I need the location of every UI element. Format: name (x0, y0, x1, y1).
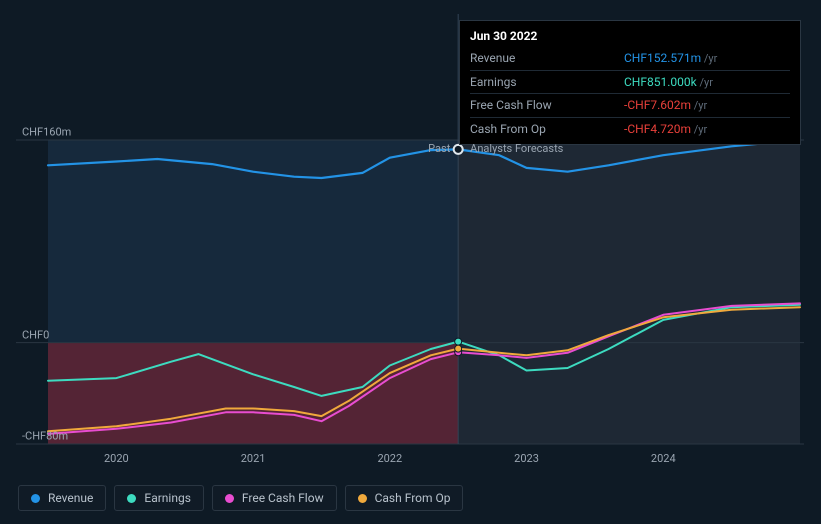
legend-item-revenue[interactable]: Revenue (18, 485, 106, 511)
past-label: Past (428, 142, 450, 155)
legend-dot-icon (225, 494, 234, 503)
tooltip-table: RevenueCHF152.571m /yrEarningsCHF851.000… (470, 47, 790, 140)
legend-item-cfo[interactable]: Cash From Op (345, 485, 464, 511)
legend-dot-icon (358, 494, 367, 503)
split-marker-icon (454, 145, 463, 154)
legend-item-label: Earnings (144, 491, 191, 505)
legend-item-earnings[interactable]: Earnings (114, 485, 204, 511)
legend-item-fcf[interactable]: Free Cash Flow (212, 485, 337, 511)
legend-dot-icon (31, 494, 40, 503)
tooltip-date: Jun 30 2022 (470, 27, 790, 47)
tooltip-row-label: Earnings (470, 70, 614, 94)
tooltip-row-label: Revenue (470, 47, 614, 70)
financials-forecast-chart: Jun 30 2022 RevenueCHF152.571m /yrEarnin… (0, 0, 821, 524)
x-axis-label: 2024 (651, 452, 676, 465)
hover-dot-cfo (455, 345, 462, 352)
tooltip-row-value: CHF851.000k /yr (614, 70, 790, 94)
legend-dot-icon (127, 494, 136, 503)
y-axis-label: -CHF80m (22, 430, 68, 443)
tooltip-row: Cash From Op-CHF4.720m /yr (470, 117, 790, 140)
tooltip-row: Free Cash Flow-CHF7.602m /yr (470, 94, 790, 118)
tooltip-row: EarningsCHF851.000k /yr (470, 70, 790, 94)
x-axis-label: 2021 (241, 452, 266, 465)
chart-legend: Revenue Earnings Free Cash Flow Cash From O… (18, 485, 463, 511)
x-axis-label: 2020 (104, 452, 129, 465)
tooltip-row-label: Cash From Op (470, 117, 614, 140)
x-axis-label: 2023 (514, 452, 539, 465)
y-axis-label: CHF0 (22, 328, 49, 341)
tooltip-row-value: -CHF4.720m /yr (614, 117, 790, 140)
tooltip-row-value: -CHF7.602m /yr (614, 94, 790, 118)
chart-tooltip: Jun 30 2022 RevenueCHF152.571m /yrEarnin… (459, 20, 801, 145)
hover-dot-earnings (455, 338, 462, 345)
tooltip-row-label: Free Cash Flow (470, 94, 614, 118)
tooltip-row-value: CHF152.571m /yr (614, 47, 790, 70)
forecasts-label: Analysts Forecasts (470, 142, 563, 155)
legend-item-label: Free Cash Flow (242, 491, 324, 505)
x-axis-label: 2022 (377, 452, 402, 465)
tooltip-row: RevenueCHF152.571m /yr (470, 47, 790, 70)
legend-item-label: Revenue (48, 491, 93, 505)
y-axis-label: CHF160m (22, 126, 71, 139)
legend-item-label: Cash From Op (375, 491, 451, 505)
